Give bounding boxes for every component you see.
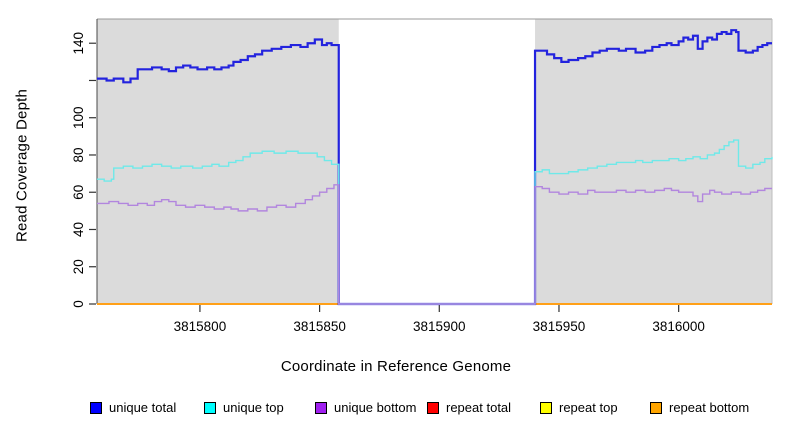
legend-item-repeat-top: repeat top [540,401,618,415]
y-tick-label: 0 [71,300,86,308]
y-tick-label: 40 [71,222,86,237]
legend-swatch-unique-total [90,402,102,414]
shaded-coverage-region [97,19,339,304]
series-unique-total [97,29,772,306]
legend-item-unique-bottom: unique bottom [315,401,416,415]
y-tick-label: 20 [71,259,86,274]
legend-swatch-repeat-total [427,402,439,414]
x-tick-label: 3815950 [533,319,586,334]
x-tick-label: 3815850 [293,319,346,334]
legend-label: unique bottom [334,400,417,415]
legend-label: repeat top [559,400,618,415]
x-tick-label: 3815900 [413,319,466,334]
y-tick-label: 100 [71,106,86,129]
legend-swatch-unique-bottom [315,402,327,414]
legend: unique total unique top unique bottom repea… [0,401,792,417]
x-tick-label: 3816000 [652,319,705,334]
y-tick-label: 80 [71,147,86,162]
legend-swatch-unique-top [204,402,216,414]
legend-label: unique top [223,400,284,415]
legend-item-repeat-bottom: repeat bottom [650,401,749,415]
shaded-coverage-region [535,19,772,304]
legend-label: unique total [109,400,177,415]
y-tick-label: 140 [71,32,86,55]
legend-item-unique-total: unique total [90,401,176,415]
y-tick-label: 60 [71,185,86,200]
x-axis-title: Coordinate in Reference Genome [280,358,512,375]
legend-swatch-repeat-bottom [650,402,662,414]
legend-swatch-repeat-top [540,402,552,414]
legend-label: repeat bottom [669,400,750,415]
legend-item-unique-top: unique top [204,401,284,415]
x-tick-label: 3815800 [174,319,227,334]
y-axis-title: Read Coverage Depth [13,88,31,243]
series-unique-top [97,139,773,305]
legend-item-repeat-total: repeat total [427,401,511,415]
series-unique-bottom [97,184,772,305]
legend-label: repeat total [446,400,512,415]
